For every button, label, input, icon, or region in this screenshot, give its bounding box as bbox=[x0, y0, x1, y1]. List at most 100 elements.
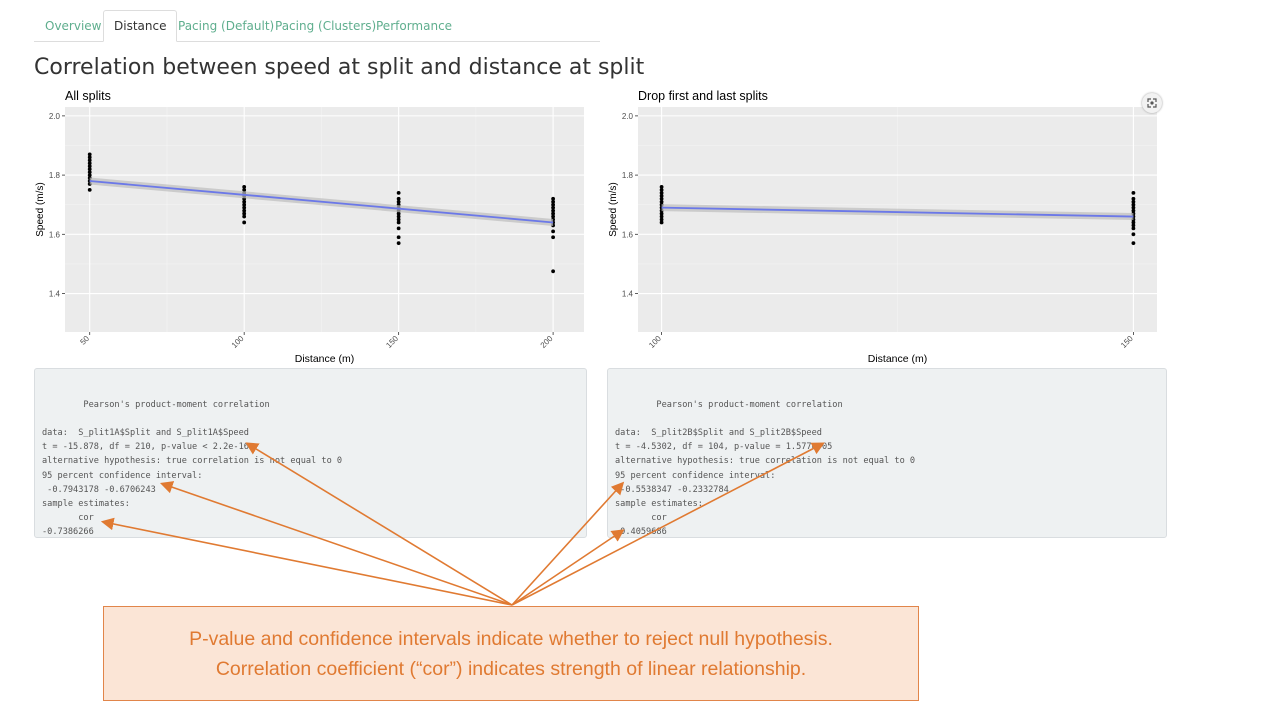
data-point bbox=[551, 211, 556, 216]
data-point bbox=[87, 161, 92, 166]
expand-icon bbox=[1147, 98, 1157, 108]
output-panel-all-splits: Pearson's product-moment correlation dat… bbox=[34, 368, 587, 538]
data-point bbox=[87, 187, 92, 192]
axis-label-y: Speed (m/s) bbox=[35, 182, 46, 236]
data-point bbox=[87, 152, 92, 157]
tick-label-y: 1.6 bbox=[49, 230, 61, 239]
data-point bbox=[551, 196, 556, 201]
chart-title: All splits bbox=[65, 89, 111, 103]
data-point bbox=[242, 211, 247, 216]
data-point bbox=[551, 208, 556, 213]
data-point bbox=[551, 229, 556, 234]
data-point bbox=[659, 220, 664, 225]
callout-line-1: P-value and confidence intervals indicat… bbox=[189, 628, 833, 650]
tab-overview[interactable]: Overview bbox=[45, 19, 102, 33]
tick-label-y: 1.4 bbox=[49, 290, 61, 299]
output-panel-drop-splits: Pearson's product-moment correlation dat… bbox=[607, 368, 1167, 538]
data-point bbox=[551, 214, 556, 219]
data-point bbox=[551, 202, 556, 207]
data-point bbox=[242, 205, 247, 210]
data-point bbox=[87, 173, 92, 177]
data-point bbox=[87, 164, 92, 169]
data-point bbox=[551, 235, 556, 240]
data-point bbox=[551, 199, 556, 204]
data-point bbox=[1131, 223, 1136, 228]
data-point bbox=[396, 220, 401, 225]
data-point bbox=[659, 199, 664, 204]
data-point bbox=[242, 208, 247, 213]
tick-label-y: 2.0 bbox=[622, 112, 634, 121]
data-point bbox=[87, 155, 92, 160]
data-point bbox=[659, 214, 664, 219]
tick-label-x: 100 bbox=[230, 334, 246, 350]
data-point bbox=[87, 158, 92, 163]
data-point bbox=[396, 190, 401, 195]
data-point bbox=[87, 170, 92, 175]
axis-label-x: Distance (m) bbox=[868, 353, 928, 365]
tab-pacing-clusters[interactable]: Pacing (Clusters) bbox=[275, 19, 377, 33]
data-point bbox=[1131, 241, 1136, 246]
data-point bbox=[659, 190, 664, 195]
tab-bar: Overview Distance Pacing (Default) Pacin… bbox=[34, 10, 600, 42]
tab-distance[interactable]: Distance bbox=[103, 10, 178, 42]
chart-drop-splits: Drop first and last splits 1.4 1.6 1.8 2.0 10… bbox=[608, 89, 1157, 365]
data-point bbox=[659, 217, 664, 222]
callout-line-2: Correlation coefficient (“cor”) indicate… bbox=[215, 658, 807, 680]
axis-label-y: Speed (m/s) bbox=[608, 182, 619, 236]
page-title: Correlation between speed at split and d… bbox=[34, 55, 645, 80]
chart-title: Drop first and last splits bbox=[638, 89, 768, 103]
tick-label-x: 200 bbox=[539, 334, 555, 350]
data-point bbox=[242, 187, 247, 192]
tick-label-y: 1.8 bbox=[622, 171, 634, 180]
fit-line bbox=[661, 206, 1134, 218]
data-point bbox=[396, 241, 401, 246]
data-point bbox=[396, 217, 401, 222]
data-point bbox=[659, 185, 664, 189]
plot-all-splits: All splits 1.4 1.6 1.8 2.0 50 100 150 200 Distanc… bbox=[34, 84, 594, 368]
data-point bbox=[659, 211, 664, 216]
data-point bbox=[659, 187, 664, 192]
data-point bbox=[1131, 199, 1136, 204]
data-point bbox=[396, 226, 401, 231]
tick-label-x: 50 bbox=[78, 334, 91, 347]
data-point bbox=[87, 167, 92, 172]
data-point bbox=[396, 214, 401, 219]
tick-label-y: 1.8 bbox=[49, 171, 61, 180]
tab-performance[interactable]: Performance bbox=[376, 19, 453, 33]
axis-label-x: Distance (m) bbox=[295, 353, 355, 365]
chart-all-splits: All splits 1.4 1.6 1.8 2.0 50 100 150 200 Distanc… bbox=[35, 89, 584, 365]
data-point bbox=[1131, 220, 1136, 225]
data-point bbox=[242, 199, 247, 204]
data-point bbox=[396, 211, 401, 216]
output-text-all-splits: Pearson's product-moment correlation dat… bbox=[42, 400, 343, 537]
expand-button[interactable] bbox=[1142, 93, 1162, 113]
data-point bbox=[242, 214, 247, 219]
tick-label-y: 1.6 bbox=[622, 230, 634, 239]
data-point bbox=[242, 220, 247, 225]
data-point bbox=[1131, 226, 1136, 231]
data-point bbox=[551, 205, 556, 210]
data-point bbox=[396, 196, 401, 201]
tick-label-x: 150 bbox=[1119, 334, 1135, 350]
data-point bbox=[1131, 208, 1136, 213]
output-text-drop-splits: Pearson's product-moment correlation dat… bbox=[615, 400, 916, 537]
data-point bbox=[1131, 232, 1136, 237]
tick-label-y: 2.0 bbox=[49, 112, 61, 121]
data-point bbox=[659, 193, 664, 198]
plot-drop-splits: Drop first and last splits 1.4 1.6 1.8 2.0 10… bbox=[607, 84, 1167, 368]
data-point bbox=[659, 196, 664, 201]
data-point bbox=[1131, 196, 1136, 201]
data-point bbox=[1131, 202, 1136, 207]
data-point bbox=[1131, 190, 1136, 195]
tick-label-x: 100 bbox=[647, 334, 663, 350]
data-point bbox=[551, 269, 556, 274]
data-point bbox=[396, 235, 401, 240]
tick-label-x: 150 bbox=[384, 334, 400, 350]
data-point bbox=[242, 185, 247, 189]
data-point bbox=[1131, 205, 1136, 210]
data-point bbox=[242, 202, 247, 207]
callout-box: P-value and confidence intervals indicat… bbox=[103, 606, 919, 701]
fit-line bbox=[89, 180, 554, 224]
tab-pacing-default[interactable]: Pacing (Default) bbox=[178, 19, 275, 33]
data-point bbox=[396, 199, 401, 204]
